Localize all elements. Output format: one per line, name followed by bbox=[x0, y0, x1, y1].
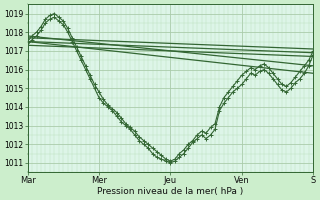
X-axis label: Pression niveau de la mer( hPa ): Pression niveau de la mer( hPa ) bbox=[97, 187, 244, 196]
